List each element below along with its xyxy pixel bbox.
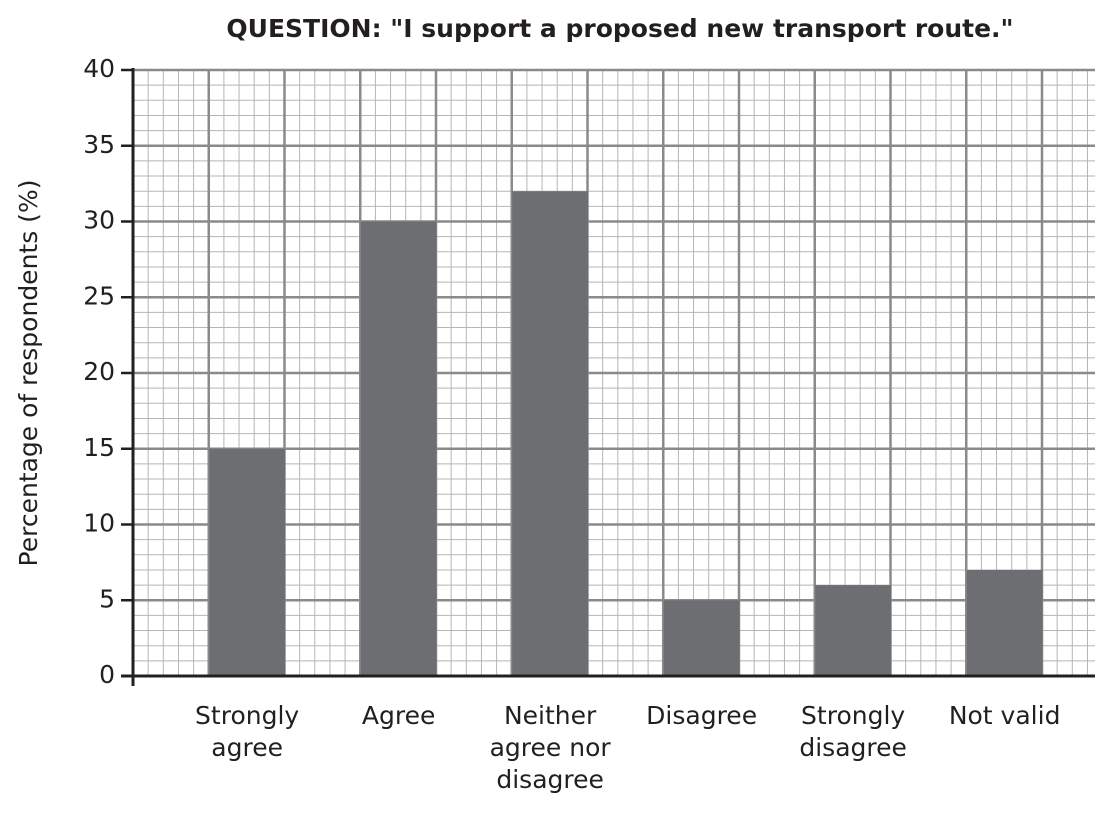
y-tick-label: 10: [83, 509, 115, 538]
y-tick-label: 35: [83, 130, 115, 159]
y-tick-label: 30: [83, 206, 115, 235]
y-tick-label: 0: [99, 660, 115, 689]
y-tick-label: 5: [99, 584, 115, 613]
x-tick-label: Strongly agree: [195, 701, 300, 762]
y-tick-label: 20: [83, 357, 115, 386]
y-tick-label: 25: [83, 281, 115, 310]
y-tick-label: 40: [83, 54, 115, 83]
bar: [512, 191, 588, 676]
bar: [209, 448, 285, 676]
x-tick-label: Not valid: [948, 701, 1061, 730]
bar: [663, 600, 740, 676]
y-tick-label: 15: [83, 433, 115, 462]
bar: [966, 569, 1043, 676]
x-tick-label: Disagree: [646, 701, 758, 730]
bar: [815, 585, 891, 676]
x-tick-label: Strongly disagree: [799, 701, 907, 762]
bar: [360, 221, 437, 676]
x-tick-label: Neither agree nor disagree: [489, 701, 611, 794]
y-axis-label: Percentage of respondents (%): [14, 180, 43, 567]
chart-title: QUESTION: "I support a proposed new tran…: [226, 14, 1013, 43]
x-tick-label: Agree: [361, 701, 436, 730]
